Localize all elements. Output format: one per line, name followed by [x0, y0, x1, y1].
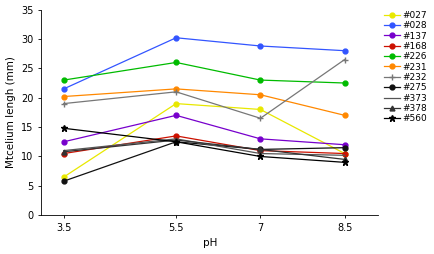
#226 — [258, 78, 263, 82]
#378 — [174, 138, 179, 141]
#275 — [61, 180, 66, 183]
#137 — [61, 140, 66, 143]
#226 — [342, 82, 347, 85]
#560 — [258, 155, 263, 158]
#137 — [174, 114, 179, 117]
#168 — [258, 149, 263, 152]
#231 — [61, 95, 66, 98]
#027 — [174, 102, 179, 105]
Line: #168: #168 — [61, 134, 347, 156]
#560 — [61, 127, 66, 130]
#232 — [342, 58, 347, 61]
Legend: #027, #028, #137, #168, #226, #231, #232, #275, #373, #378, #560: #027, #028, #137, #168, #226, #231, #232… — [383, 10, 428, 124]
#226 — [61, 78, 66, 82]
#275 — [174, 140, 179, 143]
Line: #275: #275 — [61, 139, 347, 184]
#231 — [174, 87, 179, 90]
#027 — [258, 108, 263, 111]
#027 — [61, 176, 66, 179]
#373 — [342, 154, 347, 157]
#028 — [258, 44, 263, 47]
#137 — [342, 143, 347, 146]
#373 — [61, 149, 66, 152]
Line: #226: #226 — [61, 60, 347, 85]
#275 — [258, 148, 263, 151]
#168 — [174, 134, 179, 137]
Line: #232: #232 — [60, 56, 348, 122]
Line: #373: #373 — [64, 139, 345, 155]
#560 — [174, 140, 179, 143]
#232 — [61, 102, 66, 105]
#137 — [258, 137, 263, 140]
#231 — [342, 114, 347, 117]
#231 — [258, 93, 263, 96]
#168 — [342, 152, 347, 155]
#028 — [342, 49, 347, 52]
#378 — [342, 158, 347, 161]
Line: #028: #028 — [61, 35, 347, 91]
Y-axis label: Mtcelium lengh (mm): Mtcelium lengh (mm) — [6, 56, 16, 168]
#226 — [174, 61, 179, 64]
#560 — [342, 161, 347, 164]
#378 — [61, 150, 66, 153]
#168 — [61, 152, 66, 155]
#028 — [61, 87, 66, 90]
#373 — [258, 152, 263, 155]
Line: #378: #378 — [61, 138, 347, 162]
Line: #231: #231 — [61, 86, 347, 118]
#028 — [174, 36, 179, 39]
#232 — [258, 117, 263, 120]
#373 — [174, 137, 179, 140]
Line: #027: #027 — [61, 101, 347, 180]
X-axis label: pH: pH — [203, 239, 217, 248]
Line: #560: #560 — [60, 125, 348, 166]
#232 — [174, 90, 179, 93]
#378 — [258, 148, 263, 151]
#027 — [342, 152, 347, 155]
Line: #137: #137 — [61, 113, 347, 147]
#275 — [342, 146, 347, 149]
